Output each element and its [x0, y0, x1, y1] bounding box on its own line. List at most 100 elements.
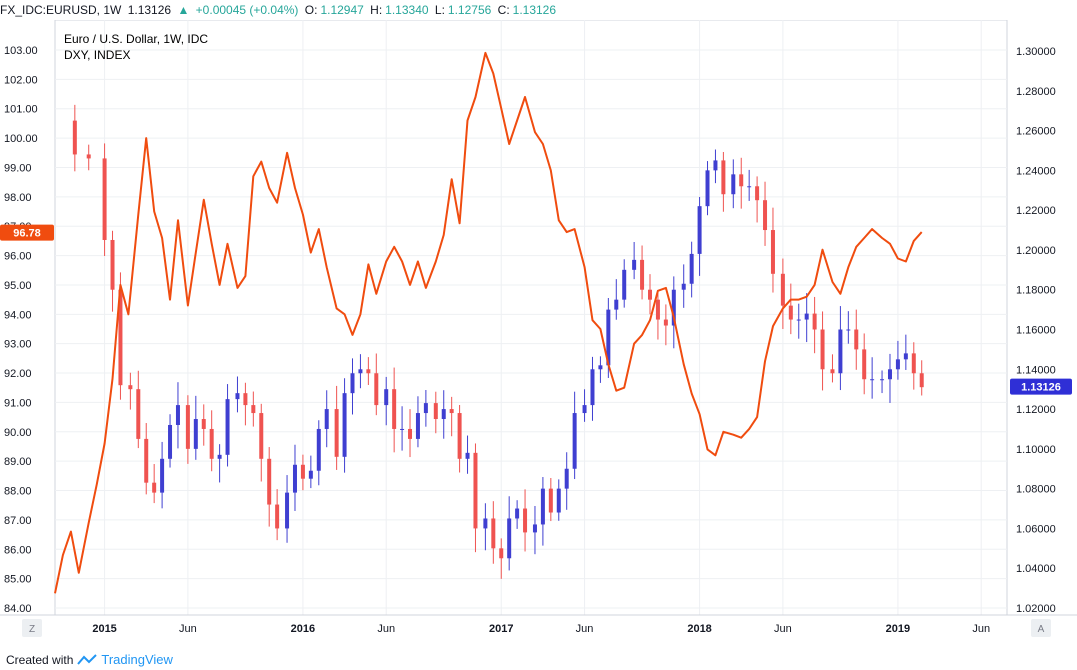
right-axis-tick-label: 1.14000: [1016, 364, 1056, 376]
time-axis-tick-label: Jun: [576, 623, 594, 635]
eurusd-current-label: 1.13126: [1021, 382, 1061, 394]
candle-body: [780, 273, 785, 306]
left-axis-tick-label: 99.00: [4, 162, 32, 174]
candle-body: [152, 482, 157, 493]
candle-body: [870, 379, 875, 381]
candle-body: [308, 470, 313, 479]
right-axis-tick-label: 1.12000: [1016, 404, 1056, 416]
candle-body: [483, 518, 488, 529]
candle-body: [128, 385, 133, 390]
price-chart[interactable]: 103.00102.00101.00100.0099.0098.0097.009…: [0, 19, 1077, 645]
candle-body: [110, 239, 115, 290]
candle-body: [622, 269, 627, 300]
chart-area[interactable]: 103.00102.00101.00100.0099.0098.0097.009…: [0, 19, 1077, 645]
left-axis-tick-label: 103.00: [4, 45, 38, 57]
candle-body: [433, 403, 438, 420]
candle-body: [175, 405, 180, 425]
candle-body: [342, 393, 347, 457]
candle-body: [713, 160, 718, 171]
right-price-axis[interactable]: 1.30000 1.28000 1.26000 1.24000 1.22000 1.200…: [1016, 46, 1056, 615]
candle-body: [606, 309, 611, 366]
right-axis-tick-label: 1.26000: [1016, 126, 1056, 138]
candle-body: [556, 488, 561, 513]
close-label: C:: [497, 3, 510, 17]
time-axis-tick-label: 2017: [489, 623, 513, 635]
left-axis-tick-label: 98.00: [4, 192, 32, 204]
right-axis-tick-label: 1.28000: [1016, 86, 1056, 98]
candle-body: [324, 409, 329, 429]
left-axis-tick-label: 90.00: [4, 427, 32, 439]
left-axis-tick-label: 96.00: [4, 251, 32, 263]
candle-body: [880, 379, 885, 381]
left-price-axis[interactable]: 103.00102.00101.00100.0099.0098.0097.009…: [4, 45, 38, 615]
candle-body: [812, 313, 817, 330]
high-value: 1.13340: [385, 3, 429, 17]
left-axis-tick-label: 94.00: [4, 309, 32, 321]
candle-body: [663, 319, 668, 326]
candle-body: [770, 230, 775, 274]
candle-body: [614, 299, 619, 310]
dxy-current-label: 96.78: [13, 228, 41, 240]
candle-body: [72, 120, 77, 155]
candle-body: [582, 405, 587, 414]
time-axis-tick-label: 2016: [291, 623, 315, 635]
symbol-label[interactable]: FX_IDC:EURUSD, 1W: [0, 3, 122, 17]
chart-header: FX_IDC:EURUSD, 1W 1.13126 ▲ +0.00045 (+0…: [0, 0, 1077, 20]
candle-body: [523, 508, 528, 533]
change-up-icon: ▲: [177, 3, 190, 17]
candle-body: [919, 373, 924, 388]
candle-body: [854, 329, 859, 350]
left-axis-tick-label: 102.00: [4, 74, 38, 86]
candle-body: [243, 393, 248, 406]
candle-body: [358, 369, 363, 374]
left-axis-tick-label: 100.00: [4, 133, 38, 145]
open-value: 1.12947: [320, 3, 364, 17]
candle-body: [415, 413, 420, 439]
candle-body: [796, 319, 801, 321]
candle-body: [572, 413, 577, 469]
candle-body: [598, 365, 603, 370]
dxy-line: [54, 51, 923, 594]
right-axis-tick-label: 1.16000: [1016, 325, 1056, 337]
time-axis-tick-label: 2018: [687, 623, 711, 635]
candle-body: [160, 458, 165, 493]
candle-body: [540, 488, 545, 525]
candle-body: [681, 283, 686, 290]
candle-body: [862, 349, 867, 380]
tradingview-brand[interactable]: TradingView: [101, 652, 173, 667]
chart-subtitle: DXY, INDEX: [64, 48, 130, 62]
grid-lines: [54, 19, 1008, 616]
left-axis-tick-label: 93.00: [4, 339, 32, 351]
candle-body: [423, 403, 428, 414]
time-axis-tick-label: Jun: [377, 623, 395, 635]
time-axis-tick-label: Jun: [774, 623, 792, 635]
candle-body: [731, 174, 736, 195]
candle-body: [755, 186, 760, 201]
candle-body: [384, 389, 389, 406]
candle-body: [235, 393, 240, 400]
change-value: +0.00045 (+0.04%): [195, 3, 299, 17]
time-axis[interactable]: 2015 Jun 2016 Jun 2017 Jun 2018 Jun 2019 Jun Z A: [0, 614, 1077, 637]
candle-body: [846, 329, 851, 331]
candle-body: [217, 454, 222, 459]
corner-z-button: [22, 619, 42, 637]
price-markers: 96.78 1.13126: [0, 224, 1072, 395]
candle-body: [648, 289, 652, 300]
candle-body: [457, 413, 462, 459]
left-axis-tick-label: 95.00: [4, 280, 32, 292]
candle-body: [532, 524, 537, 533]
right-axis-tick-label: 1.18000: [1016, 285, 1056, 297]
eurusd-candles: [72, 104, 924, 579]
candle-body: [136, 389, 141, 439]
dxy-series-line: [54, 51, 923, 594]
candle-body: [316, 428, 321, 471]
candle-body: [507, 518, 512, 559]
created-with-label: Created with: [6, 652, 74, 667]
candle-body: [903, 353, 908, 360]
tradingview-logo-icon: [77, 653, 98, 665]
candle-body: [225, 399, 230, 455]
candle-body: [689, 253, 694, 284]
candle-body: [334, 409, 339, 457]
candle-body: [564, 468, 569, 489]
candle-body: [449, 409, 454, 414]
